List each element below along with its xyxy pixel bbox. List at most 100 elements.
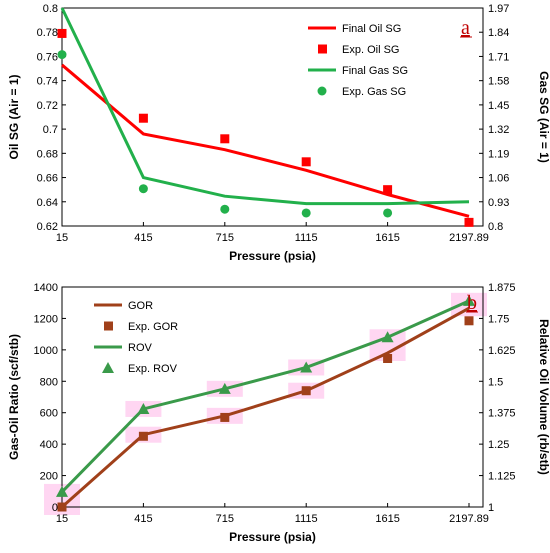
y-tick-label: 600 (40, 408, 58, 420)
y-tick-label: 400 (40, 439, 58, 451)
data-point (300, 361, 313, 373)
x-tick-label: 1115 (295, 232, 318, 244)
series-exp-rov (56, 294, 475, 497)
legend-label: Final Gas SG (342, 65, 408, 77)
series-line (61, 306, 470, 509)
data-point (383, 354, 393, 363)
series-line (60, 299, 470, 493)
legend-item: Final Gas SG (308, 65, 408, 77)
y2-tick-label: 1.25 (488, 439, 509, 451)
data-point (57, 28, 67, 38)
y-tick-label: 0 (52, 502, 58, 514)
data-point (464, 316, 474, 326)
x-tick-label: 1615 (375, 513, 399, 525)
x-tick-label: 2197.89 (449, 513, 489, 525)
y-tick-label: 200 (40, 471, 58, 483)
legend-label: Exp. GOR (128, 321, 178, 333)
data-point (463, 294, 475, 306)
legend: Final Oil SG Exp. Oil SG Final Gas SG Exp. … (308, 23, 408, 98)
data-point (301, 386, 311, 396)
legend-item: Exp. GOR (104, 321, 178, 333)
x-tick-label: 715 (216, 513, 234, 525)
y2-tick-label: 0.8 (488, 221, 503, 233)
y-tick-label: 0.78 (37, 27, 58, 39)
x-tick-label: 715 (216, 232, 234, 244)
y-tick-label: 1400 (34, 282, 58, 294)
legend-label: ROV (128, 342, 153, 354)
y-tick-label: 0.68 (37, 148, 58, 160)
x-tick-label: 415 (134, 232, 152, 244)
y2-axis-title: Relative Oil Volume (rb/stb) (537, 319, 550, 475)
y2-tick-label: 1.97 (488, 3, 509, 15)
panel-label: b (467, 292, 477, 314)
series-line (60, 7, 470, 206)
legend-item: Exp. ROV (102, 362, 178, 375)
data-point (56, 485, 68, 497)
data-point (301, 208, 311, 218)
legend-swatch (104, 321, 113, 331)
data-point (220, 134, 230, 144)
series-rov (60, 299, 470, 493)
chart-a: 0.62 0.64 0.66 0.68 0.7 0.72 0.74 0.76 0.78 0.8 0.… (7, 3, 550, 263)
data-point (57, 502, 67, 512)
y-tick-label: 0.64 (37, 197, 58, 209)
data-point (381, 331, 394, 343)
legend-item: Exp. Gas SG (317, 86, 406, 98)
legend-swatch (318, 44, 327, 54)
legend-label: Final Oil SG (342, 23, 401, 35)
data-point (220, 204, 230, 214)
y2-tick-label: 1.625 (488, 345, 516, 357)
y-tick-label: 0.74 (37, 76, 58, 88)
legend-label: Exp. Oil SG (342, 44, 399, 56)
data-point (138, 431, 148, 441)
legend-swatch (317, 86, 327, 96)
x-tick-label: 1115 (295, 513, 318, 525)
data-point (137, 402, 150, 414)
legend-item: Final Oil SG (308, 23, 401, 35)
series-final-gas-sg (60, 7, 470, 206)
y2-tick-label: 1.5 (488, 376, 503, 388)
data-point (138, 184, 148, 194)
plot-frame (61, 286, 484, 508)
x-axis-title: Pressure (psia) (229, 530, 316, 544)
series-line (61, 63, 470, 218)
data-point (383, 208, 393, 218)
y2-tick-label: 1.125 (488, 471, 516, 483)
x-tick-label: 415 (134, 513, 152, 525)
y-tick-label: 0.76 (37, 51, 58, 63)
data-point (218, 382, 231, 394)
y-tick-label: 800 (40, 376, 58, 388)
y2-tick-label: 1.84 (488, 27, 509, 39)
y-tick-label: 0.66 (37, 173, 58, 185)
data-point (57, 50, 67, 60)
y-tick-label: 1000 (34, 345, 58, 357)
y2-tick-label: 1.75 (488, 313, 509, 325)
legend: GOR Exp. GOR ROV Exp. ROV (94, 300, 178, 375)
legend-label: GOR (128, 300, 153, 312)
x-tick-label: 15 (56, 232, 68, 244)
y-tick-label: 0.8 (43, 3, 58, 15)
y2-tick-label: 1.45 (488, 100, 509, 112)
y2-tick-label: 1.375 (488, 408, 516, 420)
y2-tick-label: 1.58 (488, 76, 509, 88)
y2-tick-label: 1.875 (488, 282, 516, 294)
y-tick-label: 0.72 (37, 100, 58, 112)
legend-item: Exp. Oil SG (318, 44, 399, 56)
y-tick-label: 0.7 (43, 124, 58, 136)
legend-label: Exp. Gas SG (342, 86, 406, 98)
series-exp-gas-sg (57, 50, 393, 218)
y-axis-title: Oil SG (Air = 1) (7, 74, 21, 159)
legend-label: Exp. ROV (128, 363, 178, 375)
x-tick-label: 1615 (375, 232, 399, 244)
y2-tick-label: 1.06 (488, 173, 509, 185)
x-axis-title: Pressure (psia) (229, 249, 316, 263)
y2-tick-label: 0.93 (488, 197, 509, 209)
chart-b: 0 200 400 600 800 1000 1200 1400 1 1.125 1.25 1.375… (7, 282, 550, 544)
y-tick-label: 1200 (34, 313, 58, 325)
series-final-oil-sg (61, 63, 470, 218)
data-point (383, 185, 393, 195)
data-point (301, 157, 311, 167)
y2-tick-label: 1.71 (488, 51, 509, 63)
legend-item: GOR (94, 300, 153, 312)
